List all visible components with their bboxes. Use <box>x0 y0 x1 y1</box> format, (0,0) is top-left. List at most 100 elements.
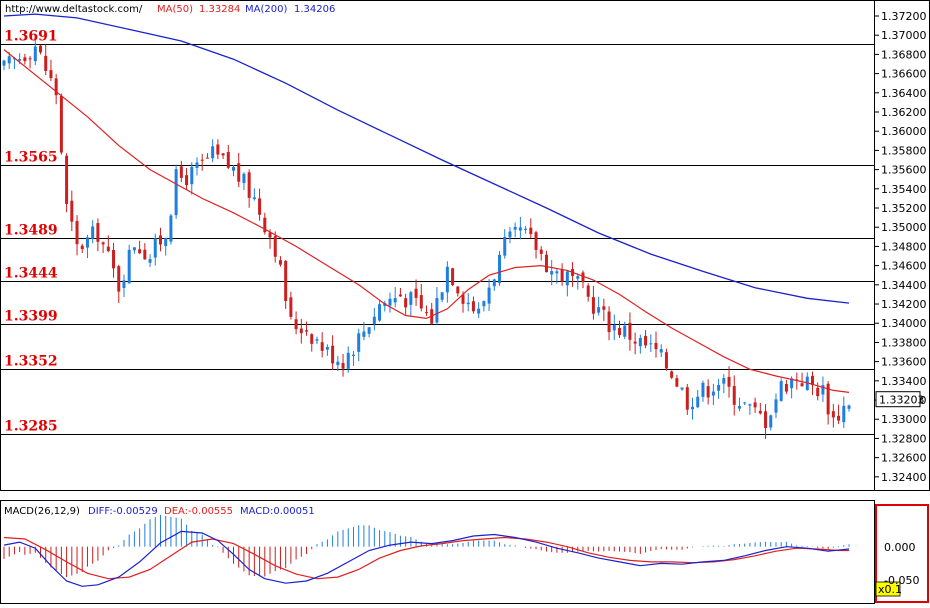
candle-body <box>717 384 721 391</box>
candle-body <box>112 249 116 269</box>
candle-body <box>821 385 825 395</box>
price-tick-label: 1.35000 <box>881 221 927 234</box>
macd-panel <box>3 514 850 587</box>
candle-body <box>122 280 126 288</box>
candle-body <box>237 163 241 182</box>
candle-body <box>117 266 121 292</box>
candle-body <box>675 378 679 387</box>
candle-body <box>205 157 209 159</box>
candle-body <box>529 227 533 235</box>
candle-body <box>628 322 632 340</box>
candle-body <box>23 57 27 62</box>
candle-body <box>378 304 382 321</box>
macd-panel-frame <box>0 500 875 604</box>
candle-body <box>722 378 726 384</box>
candle-body <box>138 249 142 254</box>
candle-body <box>471 301 475 312</box>
candle-body <box>555 271 559 274</box>
candle-body <box>701 382 705 397</box>
candle-body <box>247 172 251 198</box>
candle-body <box>482 301 486 307</box>
macd-dea-line <box>3 536 849 580</box>
candle-body <box>753 402 757 408</box>
candle-body <box>774 399 778 413</box>
macd-dea: DEA:-0.00555 <box>164 506 233 517</box>
candle-body <box>790 378 794 389</box>
candle-body <box>534 232 538 250</box>
price-tick-label: 1.36800 <box>881 48 927 61</box>
candle-body <box>59 96 63 153</box>
candle-body <box>320 342 324 351</box>
candle-body <box>539 249 543 254</box>
header-url[interactable]: http://www.deltastock.com/ <box>5 4 143 15</box>
price-tick-label: 1.33400 <box>881 375 927 388</box>
candle-body <box>85 237 89 248</box>
candle-body <box>654 342 658 350</box>
support-resistance-levels <box>1 44 874 435</box>
candle-body <box>826 383 830 415</box>
candle-body <box>565 271 569 286</box>
level-label: 1.3691 <box>4 29 58 45</box>
candle-body <box>591 297 595 314</box>
candle-body <box>195 162 199 168</box>
candle-body <box>607 311 611 333</box>
price-tick-label: 1.35600 <box>881 164 927 177</box>
scale-badge[interactable]: x0.1 <box>878 583 902 596</box>
candle-body <box>362 331 366 337</box>
price-tick-label: 1.34000 <box>881 317 927 330</box>
candle-body <box>711 391 715 396</box>
candle-body <box>544 254 548 273</box>
candle-body <box>837 415 841 421</box>
candle-body <box>190 166 194 185</box>
candle-body <box>127 249 131 284</box>
candle-body <box>393 298 397 303</box>
candle-body <box>310 334 314 344</box>
candle-body <box>847 405 851 409</box>
level-label: 1.3285 <box>4 419 58 435</box>
candle-body <box>158 235 162 245</box>
macd-axis-frame <box>875 504 929 603</box>
price-tick-label: 1.36400 <box>881 87 927 100</box>
macd-tick-zero: 0.000 <box>884 541 916 554</box>
candle-body <box>101 242 105 245</box>
current-price-box <box>875 391 921 408</box>
price-tick-label: 1.37200 <box>881 10 927 23</box>
candle-body <box>466 302 470 305</box>
candle-body <box>617 327 621 336</box>
candle-body <box>445 266 449 293</box>
candle-body <box>211 146 215 159</box>
candle-body <box>91 226 95 239</box>
macd-title: MACD(26,12,9) <box>4 506 80 517</box>
candle-body <box>810 375 814 386</box>
candle-body <box>696 396 700 408</box>
candle-body <box>404 298 408 308</box>
candle-body <box>831 411 835 418</box>
candle-body <box>80 245 84 250</box>
candle-body <box>65 155 69 204</box>
candle-body <box>70 200 74 222</box>
ma200-label: MA(200) <box>245 4 287 15</box>
candle-body <box>560 269 564 282</box>
candle-body <box>357 333 361 352</box>
candle-body <box>2 60 6 66</box>
candle-body <box>315 339 319 341</box>
ma50-value: 1.33284 <box>199 4 240 15</box>
price-tick-label: 1.37000 <box>881 29 927 42</box>
candle-body <box>169 215 173 242</box>
candle-body <box>299 328 303 334</box>
candle-body <box>842 405 846 423</box>
price-tick-label: 1.34800 <box>881 240 927 253</box>
candle-body <box>435 298 439 323</box>
candle-body <box>440 292 444 300</box>
candle-body <box>232 166 236 171</box>
candle-body <box>341 362 345 369</box>
price-tick-label: 1.32400 <box>881 471 927 484</box>
macd-diff-line <box>3 530 850 587</box>
price-tick-label: 1.35800 <box>881 144 927 157</box>
candle-body <box>252 197 256 200</box>
price-axis-ticks: 1.37200 1.37000 1.36800 1.36600 1.36400 1.362… <box>875 10 927 484</box>
candle-body <box>659 349 663 353</box>
scale-badge-bg[interactable] <box>875 581 901 597</box>
current-price-tag: 1.33203 <box>875 391 925 408</box>
